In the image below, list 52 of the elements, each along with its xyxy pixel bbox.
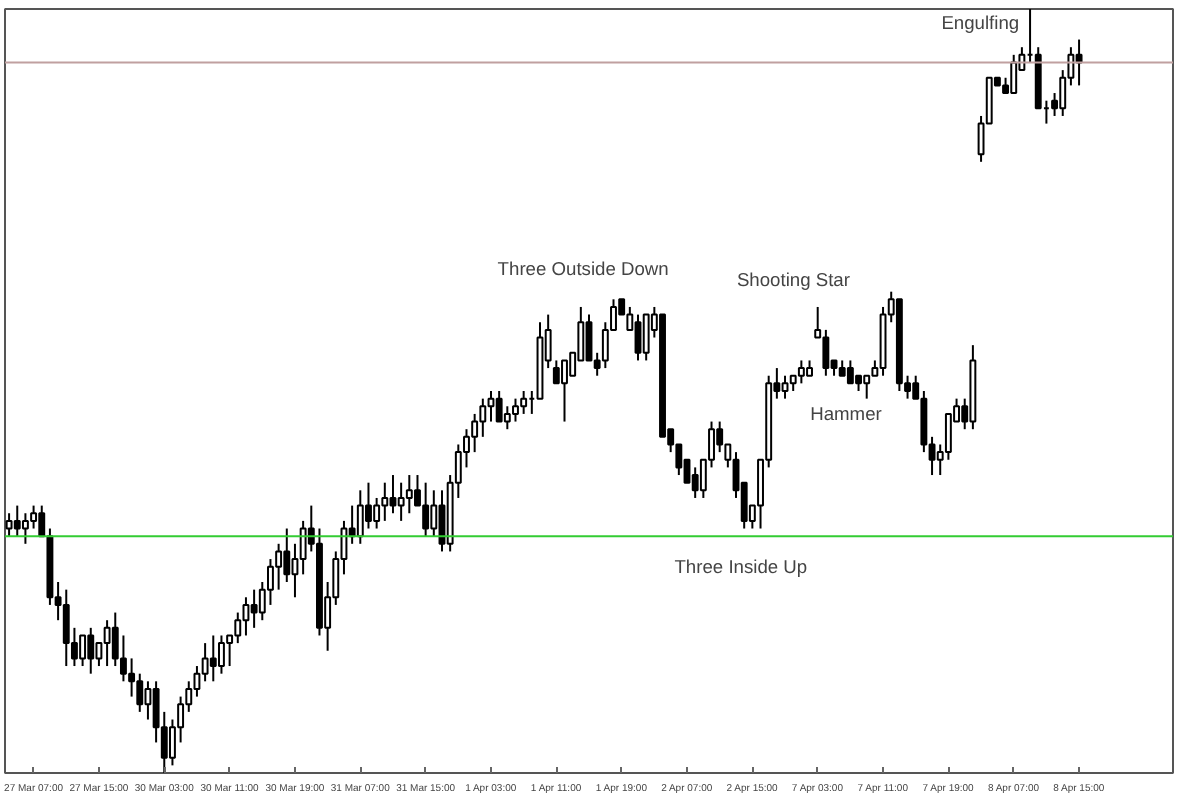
candlestick xyxy=(5,512,13,538)
candlestick xyxy=(283,527,291,583)
candlestick xyxy=(79,634,87,668)
candlestick xyxy=(716,420,724,454)
candlestick xyxy=(234,611,242,645)
candlestick xyxy=(30,504,38,530)
candlestick xyxy=(691,466,699,499)
candlestick xyxy=(430,489,438,538)
candlestick xyxy=(797,359,805,385)
annotation: Three Inside Up xyxy=(674,556,808,577)
annotation: Hammer xyxy=(810,403,882,424)
candlestick xyxy=(634,313,642,362)
candlestick xyxy=(1010,53,1018,95)
candlestick xyxy=(561,359,568,423)
candlestick xyxy=(62,588,70,668)
candlestick xyxy=(119,634,127,683)
candlestick xyxy=(944,412,952,461)
candlestick xyxy=(495,390,503,423)
candlestick xyxy=(218,634,225,675)
candlestick xyxy=(144,680,152,721)
candlestick xyxy=(365,481,372,530)
candlestick xyxy=(822,328,830,377)
candlestick xyxy=(275,542,283,591)
annotation: Three Outside Down xyxy=(497,258,669,279)
candlestick xyxy=(38,504,46,538)
candlestick xyxy=(512,397,519,423)
candlestick xyxy=(356,489,364,545)
candlestick xyxy=(373,496,381,530)
candlestick xyxy=(863,374,871,400)
candlestick xyxy=(209,634,217,683)
candlestick xyxy=(103,619,111,668)
annotation: Shooting Star xyxy=(736,270,850,291)
candlestick xyxy=(920,390,928,454)
candlestick xyxy=(21,512,29,545)
candlestick xyxy=(250,588,258,629)
candlestick xyxy=(405,474,413,515)
candlestick xyxy=(503,405,511,431)
candlestick xyxy=(389,474,397,515)
candlestick xyxy=(128,657,136,698)
candlestick xyxy=(471,412,479,454)
candlestick xyxy=(520,390,528,415)
candlestick xyxy=(201,642,209,683)
candlestick xyxy=(267,558,274,606)
candlestick xyxy=(13,504,21,538)
annotation: Engulfing xyxy=(941,12,1020,33)
candlestick xyxy=(642,313,650,362)
candlestick xyxy=(422,481,430,538)
candlestick xyxy=(397,481,405,522)
candlestick xyxy=(781,374,789,400)
candlestick xyxy=(846,359,854,385)
candlestick xyxy=(87,626,95,675)
candlestick xyxy=(381,481,389,522)
